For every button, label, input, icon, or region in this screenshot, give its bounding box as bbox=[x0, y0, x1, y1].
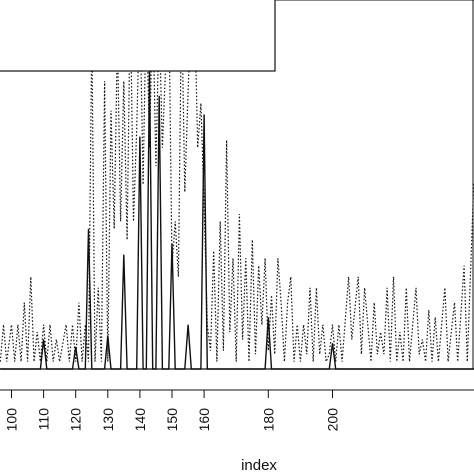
series-dotted-line bbox=[0, 0, 474, 362]
x-tick-label-140: 140 bbox=[132, 408, 148, 432]
x-tick-label-120: 120 bbox=[68, 408, 84, 432]
x-axis: 100 110 120 130 140 150 160 180 200 bbox=[0, 389, 474, 432]
x-tick-label-100: 100 bbox=[4, 408, 20, 432]
x-tick-label-150: 150 bbox=[164, 408, 180, 432]
x-tick-label-130: 130 bbox=[100, 408, 116, 432]
x-tick-label-180: 180 bbox=[260, 408, 276, 432]
x-tick-label-200: 200 bbox=[325, 408, 341, 432]
series-solid-line bbox=[0, 66, 474, 370]
x-tick-label-160: 160 bbox=[196, 408, 212, 432]
x-tick-label-110: 110 bbox=[36, 408, 52, 431]
legend-box bbox=[0, 0, 276, 72]
x-axis-label: index bbox=[241, 457, 277, 474]
